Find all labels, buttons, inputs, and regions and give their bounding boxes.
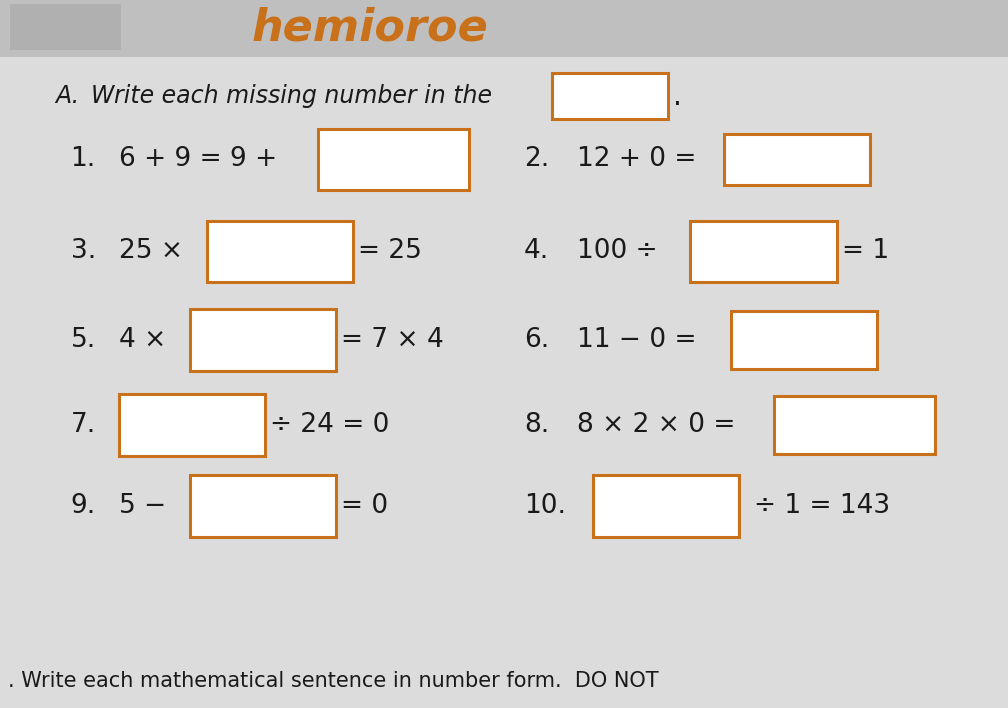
Text: 9.: 9. [71,493,96,519]
FancyBboxPatch shape [552,73,668,119]
Text: hemioroe: hemioroe [252,7,489,50]
Text: = 0: = 0 [341,493,388,519]
Text: 100 ÷: 100 ÷ [577,239,657,264]
Text: 7.: 7. [71,412,96,438]
Text: .: . [673,83,682,111]
FancyBboxPatch shape [190,309,336,371]
Text: 25 ×: 25 × [119,239,182,264]
Text: 8.: 8. [524,412,549,438]
FancyBboxPatch shape [724,134,870,185]
FancyBboxPatch shape [207,221,353,282]
Text: 10.: 10. [524,493,566,519]
Text: Write each missing number in the: Write each missing number in the [91,84,492,108]
Text: A.: A. [55,84,80,108]
Text: 6 + 9 = 9 +: 6 + 9 = 9 + [119,147,277,172]
FancyBboxPatch shape [10,4,121,50]
Text: . Write each mathematical sentence in number form.  DO NOT: . Write each mathematical sentence in nu… [8,671,658,691]
Text: 3.: 3. [71,239,96,264]
Text: = 25: = 25 [358,239,421,264]
Text: 4 ×: 4 × [119,327,166,353]
Text: 4.: 4. [524,239,549,264]
Text: 12 + 0 =: 12 + 0 = [577,147,696,172]
Text: ÷ 24 = 0: ÷ 24 = 0 [270,412,389,438]
FancyBboxPatch shape [0,0,1008,57]
FancyBboxPatch shape [731,311,877,369]
FancyBboxPatch shape [690,221,837,282]
FancyBboxPatch shape [119,394,265,456]
FancyBboxPatch shape [774,396,935,454]
FancyBboxPatch shape [318,128,469,190]
Text: = 7 × 4: = 7 × 4 [341,327,444,353]
Text: 6.: 6. [524,327,549,353]
Text: ÷ 1 = 143: ÷ 1 = 143 [754,493,890,519]
FancyBboxPatch shape [593,476,739,537]
Text: 11 − 0 =: 11 − 0 = [577,327,697,353]
Text: 8 × 2 × 0 =: 8 × 2 × 0 = [577,412,735,438]
Text: 1.: 1. [71,147,96,172]
FancyBboxPatch shape [190,476,336,537]
Text: 5 −: 5 − [119,493,166,519]
Text: = 1: = 1 [842,239,889,264]
Text: 5.: 5. [71,327,96,353]
Text: 2.: 2. [524,147,549,172]
